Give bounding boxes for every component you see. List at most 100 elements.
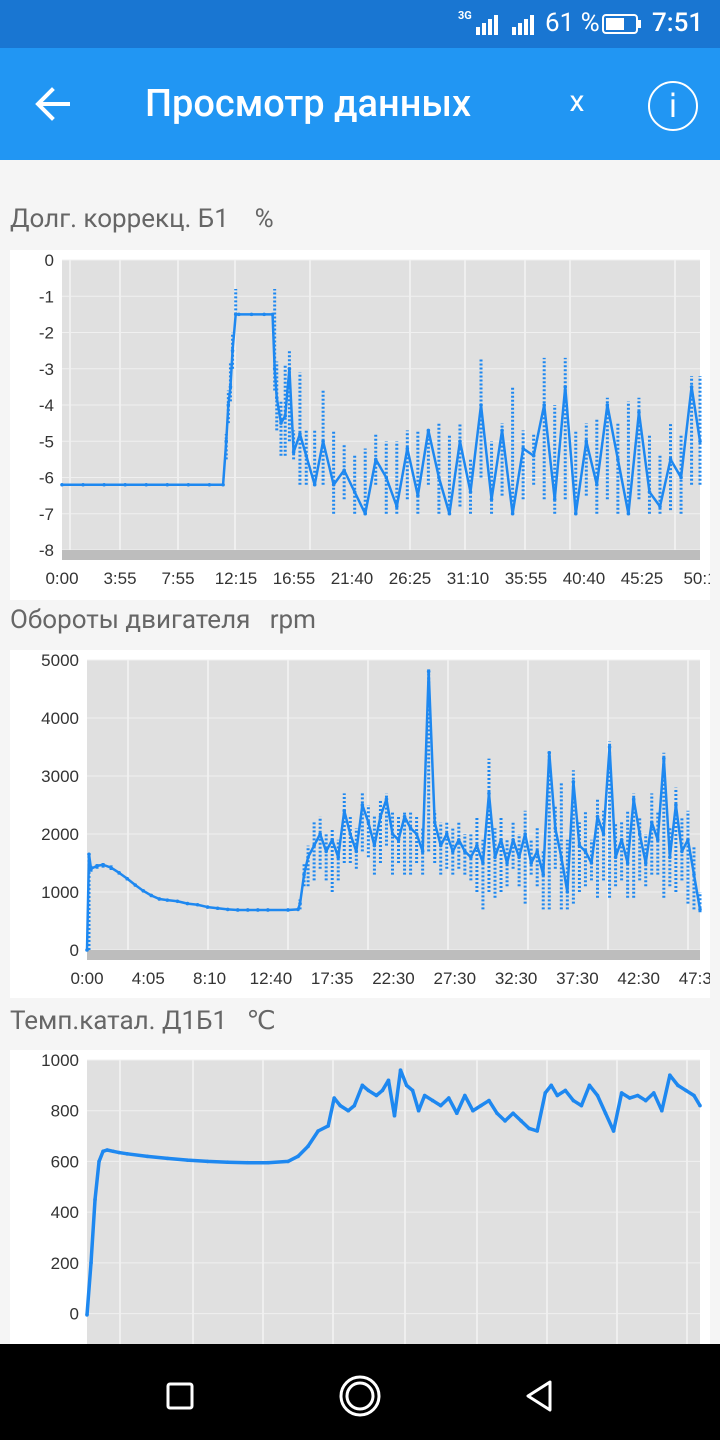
data-point [479, 1103, 483, 1108]
close-button[interactable]: x [569, 84, 585, 119]
y-tick-label: -4 [39, 396, 54, 415]
data-point [237, 312, 241, 317]
data-point [437, 475, 441, 480]
data-point [698, 1103, 702, 1108]
data-point [668, 1073, 672, 1078]
data-point [611, 1129, 616, 1133]
data-point [165, 482, 170, 487]
home-icon[interactable] [336, 1372, 384, 1420]
data-point [125, 1152, 129, 1156]
data-point [684, 1088, 688, 1093]
chart-title-rpm: Обороты двигателя rpm [10, 605, 316, 635]
x-tick-label: 17:35 [311, 969, 354, 988]
data-point [230, 348, 235, 353]
data-point [85, 948, 89, 952]
data-point [668, 457, 673, 462]
data-point [60, 482, 64, 487]
data-point [215, 906, 220, 911]
data-point [185, 901, 190, 906]
data-point [517, 855, 521, 859]
data-point [352, 490, 357, 494]
y-tick-label: 1000 [41, 1051, 79, 1070]
data-point [372, 843, 377, 848]
data-point [133, 883, 138, 887]
data-point [235, 908, 240, 912]
data-point [432, 820, 437, 825]
data-point [503, 1119, 507, 1123]
data-point [655, 838, 660, 842]
data-point [85, 1313, 89, 1317]
data-point [366, 1088, 371, 1093]
data-point [420, 849, 425, 854]
data-point [205, 1159, 210, 1164]
data-point [93, 1197, 97, 1202]
data-point [410, 1088, 415, 1093]
data-point [336, 855, 341, 859]
data-point [438, 1103, 443, 1108]
recent-apps-icon[interactable] [156, 1372, 204, 1420]
data-point [89, 1261, 93, 1265]
data-point [631, 797, 636, 801]
back-arrow-icon[interactable] [28, 76, 84, 132]
data-point [584, 439, 589, 444]
data-point [475, 843, 479, 848]
x-tick-label: 27:30 [434, 969, 477, 988]
data-point [366, 820, 371, 825]
chart-catalyst-temp: 0 200 400 600 800 1000 [10, 1050, 710, 1344]
data-point [519, 1119, 523, 1123]
y-tick-label: 0 [70, 1305, 79, 1324]
data-point [469, 855, 473, 859]
data-point [291, 450, 296, 454]
data-point [414, 832, 419, 836]
y-tick-label: 400 [51, 1203, 79, 1222]
data-point [637, 410, 641, 415]
back-icon[interactable] [516, 1372, 564, 1420]
data-point [224, 439, 229, 444]
y-tick-label: 3000 [41, 767, 79, 786]
data-point [698, 907, 702, 912]
data-point [185, 1158, 190, 1162]
data-point [262, 312, 266, 317]
data-point [637, 832, 642, 836]
data-point [481, 861, 485, 865]
data-point [447, 511, 452, 516]
y-tick-label: -2 [39, 324, 54, 343]
x-tick-label: 42:30 [617, 969, 660, 988]
data-point [457, 838, 461, 842]
data-point [573, 511, 578, 516]
data-point [360, 803, 365, 807]
data-point [493, 855, 497, 859]
data-point [157, 897, 162, 901]
data-point [266, 1160, 270, 1165]
data-point [304, 453, 309, 458]
data-point [529, 861, 533, 865]
x-tick-label: 35:55 [505, 569, 548, 588]
x-tick-label: 12:15 [215, 569, 258, 588]
chart-unit: ℃ [246, 1006, 276, 1036]
signal-icon [476, 15, 498, 35]
data-point [109, 865, 113, 870]
clock: 7:51 [652, 8, 704, 38]
data-point [430, 1098, 435, 1103]
data-point [662, 756, 666, 761]
data-point [601, 832, 606, 836]
data-point [463, 849, 467, 854]
data-point [686, 838, 690, 842]
data-point [378, 814, 383, 819]
info-button[interactable]: i [648, 81, 698, 131]
data-point [571, 780, 576, 784]
x-axis-band [87, 950, 700, 960]
data-point [321, 439, 325, 444]
app-bar: Просмотр данных x i [0, 48, 720, 160]
data-point [102, 482, 106, 487]
x-tick-label: 22:30 [372, 969, 415, 988]
data-point [499, 838, 503, 842]
data-point [346, 1108, 351, 1113]
y-tick-label: -3 [39, 360, 54, 379]
data-point [117, 1150, 121, 1155]
data-point [123, 482, 127, 487]
page-title: Просмотр данных [145, 82, 472, 126]
data-point [676, 1083, 680, 1088]
data-point [458, 439, 462, 444]
x-tick-label: 8:10 [193, 969, 226, 988]
